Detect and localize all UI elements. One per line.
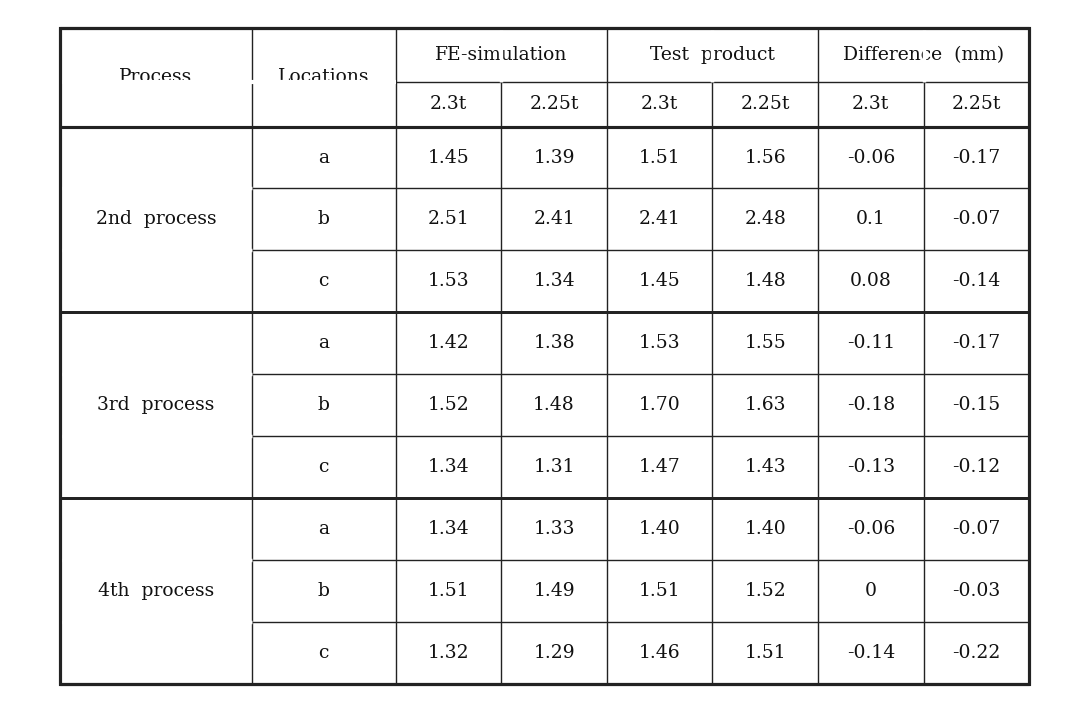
Text: -0.07: -0.07 (952, 210, 1001, 228)
Text: 1.53: 1.53 (639, 334, 681, 352)
Text: 1.38: 1.38 (534, 334, 575, 352)
Text: 1.42: 1.42 (428, 334, 469, 352)
Text: -0.17: -0.17 (952, 149, 1001, 166)
Text: -0.14: -0.14 (846, 644, 895, 662)
Text: 1.31: 1.31 (534, 458, 575, 476)
Text: 1.46: 1.46 (639, 644, 681, 662)
Text: 1.55: 1.55 (745, 334, 786, 352)
Text: 2.25t: 2.25t (952, 95, 1001, 114)
Text: -0.14: -0.14 (952, 272, 1001, 290)
Text: FE-simulation: FE-simulation (436, 46, 567, 64)
Text: Process: Process (119, 68, 193, 87)
Text: 1.51: 1.51 (428, 582, 469, 600)
Text: 1.52: 1.52 (428, 396, 469, 415)
Text: 2.3t: 2.3t (430, 95, 467, 114)
Text: 1.40: 1.40 (745, 520, 786, 538)
Text: 2.41: 2.41 (639, 210, 681, 228)
Text: b: b (318, 582, 330, 600)
Text: -0.17: -0.17 (952, 334, 1001, 352)
Text: 1.34: 1.34 (534, 272, 575, 290)
Text: a: a (318, 334, 329, 352)
Text: 1.63: 1.63 (745, 396, 786, 415)
Text: -0.06: -0.06 (846, 520, 895, 538)
Text: 0: 0 (865, 582, 877, 600)
Text: 1.34: 1.34 (428, 458, 469, 476)
Text: -0.22: -0.22 (952, 644, 1001, 662)
Text: 1.70: 1.70 (639, 396, 681, 415)
Text: 2.51: 2.51 (428, 210, 469, 228)
Text: 0.1: 0.1 (856, 210, 885, 228)
Text: a: a (318, 149, 329, 166)
Text: 1.49: 1.49 (534, 582, 575, 600)
Text: 1.39: 1.39 (534, 149, 575, 166)
Text: Test  product: Test product (650, 46, 775, 64)
Text: -0.13: -0.13 (847, 458, 895, 476)
Text: Locations: Locations (278, 68, 369, 87)
Bar (60, 28, 1029, 684)
Text: 1.33: 1.33 (534, 520, 575, 538)
Text: 0.08: 0.08 (849, 272, 892, 290)
Text: 1.45: 1.45 (428, 149, 469, 166)
Text: 1.51: 1.51 (745, 644, 786, 662)
Text: b: b (318, 396, 330, 415)
Text: a: a (318, 520, 329, 538)
Text: c: c (319, 458, 329, 476)
Text: -0.06: -0.06 (846, 149, 895, 166)
Text: 1.34: 1.34 (428, 520, 469, 538)
Text: -0.12: -0.12 (952, 458, 1001, 476)
Text: 1.45: 1.45 (639, 272, 681, 290)
Text: 2nd  process: 2nd process (96, 210, 217, 228)
Text: 4th  process: 4th process (98, 582, 213, 600)
Text: 1.40: 1.40 (639, 520, 681, 538)
Text: -0.11: -0.11 (847, 334, 895, 352)
Text: Difference  (mm): Difference (mm) (843, 46, 1004, 64)
Text: 1.32: 1.32 (428, 644, 469, 662)
Text: 1.52: 1.52 (745, 582, 786, 600)
Bar (60, 28, 1029, 684)
Text: b: b (318, 210, 330, 228)
Text: 3rd  process: 3rd process (97, 396, 215, 415)
Text: 1.53: 1.53 (428, 272, 469, 290)
Text: -0.18: -0.18 (846, 396, 895, 415)
Text: 2.25t: 2.25t (741, 95, 790, 114)
Text: 2.48: 2.48 (744, 210, 786, 228)
Text: -0.07: -0.07 (952, 520, 1001, 538)
Text: 1.51: 1.51 (639, 582, 681, 600)
Text: 1.56: 1.56 (745, 149, 786, 166)
Text: -0.15: -0.15 (952, 396, 1001, 415)
Text: 2.25t: 2.25t (529, 95, 578, 114)
Text: -0.03: -0.03 (952, 582, 1001, 600)
Text: c: c (319, 272, 329, 290)
Text: 1.48: 1.48 (534, 396, 575, 415)
Text: 1.43: 1.43 (745, 458, 786, 476)
Text: 1.47: 1.47 (639, 458, 681, 476)
Text: 1.51: 1.51 (639, 149, 681, 166)
Text: 2.3t: 2.3t (641, 95, 678, 114)
Text: 2.3t: 2.3t (853, 95, 890, 114)
Text: 1.48: 1.48 (745, 272, 786, 290)
Text: 2.41: 2.41 (534, 210, 575, 228)
Text: 1.29: 1.29 (534, 644, 575, 662)
Text: c: c (319, 644, 329, 662)
